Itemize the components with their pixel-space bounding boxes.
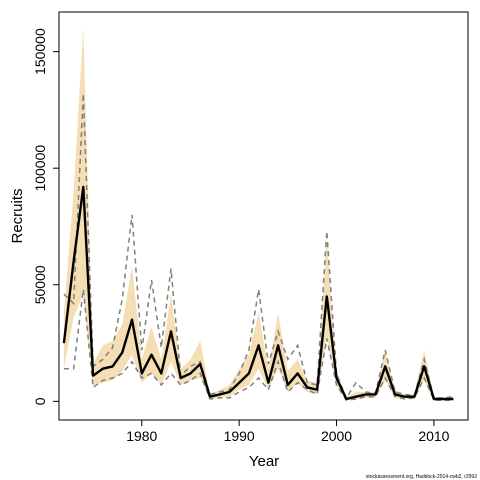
- x-axis-title: Year: [249, 453, 279, 470]
- confidence-band: [63, 28, 454, 401]
- y-tick-label: 50000: [32, 265, 48, 304]
- x-tick-label: 1990: [224, 428, 255, 444]
- y-tick-label: 100000: [32, 145, 48, 192]
- y-axis-title: Recruits: [9, 188, 26, 243]
- plot-frame: [58, 11, 469, 421]
- estimate-line: [62, 185, 454, 401]
- dashed-lines-layer: [63, 93, 454, 402]
- source-footnote: stockassessment.org, Haddock-2014-cwb2, …: [366, 474, 477, 480]
- y-axis: 0 50000 100000 150000: [32, 28, 59, 405]
- lower-dashed-line: [63, 289, 454, 402]
- confidence-band-layer: [63, 28, 454, 401]
- x-tick-label: 1980: [126, 428, 157, 444]
- estimate-line-layer: [62, 185, 454, 401]
- y-tick-label: 150000: [32, 28, 48, 75]
- x-tick-label: 2010: [418, 428, 449, 444]
- x-tick-label: 2000: [321, 428, 352, 444]
- x-axis: 1980 1990 2000 2010: [126, 420, 450, 444]
- y-tick-label: 0: [32, 397, 48, 405]
